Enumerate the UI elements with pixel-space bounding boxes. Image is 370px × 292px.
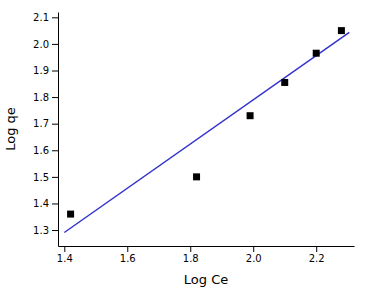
tick: 1.6 <box>33 145 58 156</box>
marks <box>64 27 349 232</box>
tick-mark <box>52 150 58 151</box>
point <box>313 50 320 57</box>
plot: 1.4 1.6 1.8 2.0 2.2 1.3 1.4 1.5 1.6 1.7 1.8 1.9 2.0 2… <box>33 12 354 264</box>
tick-mark <box>127 246 128 252</box>
tick: 2.0 <box>33 39 58 50</box>
tick-mark <box>52 124 58 125</box>
tick: 1.4 <box>33 198 58 209</box>
tick-label: 1.6 <box>33 145 49 156</box>
y-axis: 1.3 1.4 1.5 1.6 1.7 1.8 1.9 2.0 2.1 <box>33 12 58 246</box>
tick: 2.0 <box>246 246 262 264</box>
tick: 2.2 <box>309 246 325 264</box>
tick-mark <box>316 246 317 252</box>
tick: 1.5 <box>33 172 58 183</box>
tick-label: 1.4 <box>57 253 73 264</box>
tick-label: 2.1 <box>33 12 49 23</box>
tick-mark <box>52 71 58 72</box>
point <box>338 27 345 34</box>
tick: 1.9 <box>33 65 58 76</box>
tick-mark <box>52 17 58 18</box>
point <box>67 211 74 218</box>
tick: 2.1 <box>33 12 58 23</box>
tick-label: 2.0 <box>246 253 262 264</box>
tick-mark <box>190 246 191 252</box>
y-axis-title: Log qe <box>3 107 18 151</box>
tick-mark <box>52 230 58 231</box>
x-axis: 1.4 1.6 1.8 2.0 2.2 <box>57 246 355 264</box>
tick-mark <box>64 246 65 252</box>
tick-label: 1.8 <box>183 253 199 264</box>
tick-label: 2.0 <box>33 39 49 50</box>
tick-label: 1.8 <box>33 92 49 103</box>
tick-label: 1.7 <box>33 118 49 129</box>
point <box>247 112 254 119</box>
tick: 1.7 <box>33 118 58 129</box>
tick: 1.8 <box>33 92 58 103</box>
tick: 1.3 <box>33 225 58 236</box>
chart: 1.4 1.6 1.8 2.0 2.2 1.3 1.4 1.5 1.6 1.7 1.8 1.9 2.0 2… <box>0 0 370 292</box>
tick: 1.8 <box>183 246 199 264</box>
tick-label: 1.3 <box>33 225 49 236</box>
tick-mark <box>52 203 58 204</box>
tick: 1.4 <box>57 246 73 264</box>
tick-label: 1.5 <box>33 172 49 183</box>
point <box>281 79 288 86</box>
axis-line <box>59 246 355 247</box>
tick-mark <box>52 44 58 45</box>
tick-mark <box>52 97 58 98</box>
axis-line <box>58 13 59 247</box>
point <box>193 173 200 180</box>
tick: 1.6 <box>120 246 136 264</box>
tick-label: 1.9 <box>33 65 49 76</box>
tick-mark <box>52 177 58 178</box>
x-axis-title: Log Ce <box>184 272 228 287</box>
tick-mark <box>253 246 254 252</box>
regression-line <box>64 32 349 232</box>
tick-label: 2.2 <box>309 253 325 264</box>
tick-label: 1.4 <box>33 198 49 209</box>
tick-label: 1.6 <box>120 253 136 264</box>
